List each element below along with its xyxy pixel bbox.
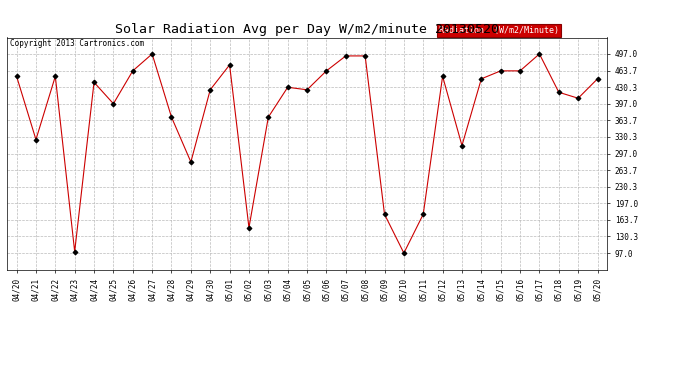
Point [263, 114, 274, 120]
Point [186, 159, 197, 165]
Point [146, 51, 157, 57]
Point [30, 136, 41, 142]
Point [398, 250, 409, 256]
Point [379, 211, 390, 217]
Point [592, 76, 603, 82]
Point [282, 84, 293, 90]
Point [515, 68, 526, 74]
Text: Radiation  (W/m2/Minute): Radiation (W/m2/Minute) [439, 26, 559, 35]
Text: Copyright 2013 Cartronics.com: Copyright 2013 Cartronics.com [10, 39, 144, 48]
Point [108, 101, 119, 107]
Point [205, 87, 216, 93]
Point [359, 53, 371, 59]
Point [553, 89, 564, 95]
Point [224, 62, 235, 68]
Point [321, 68, 332, 74]
Point [69, 249, 80, 255]
Point [573, 95, 584, 101]
Point [127, 68, 138, 74]
Point [437, 74, 448, 80]
Point [166, 114, 177, 120]
Point [302, 87, 313, 93]
Title: Solar Radiation Avg per Day W/m2/minute 20130520: Solar Radiation Avg per Day W/m2/minute … [115, 23, 499, 36]
Point [495, 68, 506, 74]
Point [244, 225, 255, 231]
Point [417, 211, 428, 217]
Point [11, 74, 22, 80]
Point [476, 76, 487, 82]
Point [534, 51, 545, 57]
Point [50, 74, 61, 80]
Point [457, 142, 468, 148]
Point [88, 79, 99, 85]
Point [340, 53, 351, 59]
